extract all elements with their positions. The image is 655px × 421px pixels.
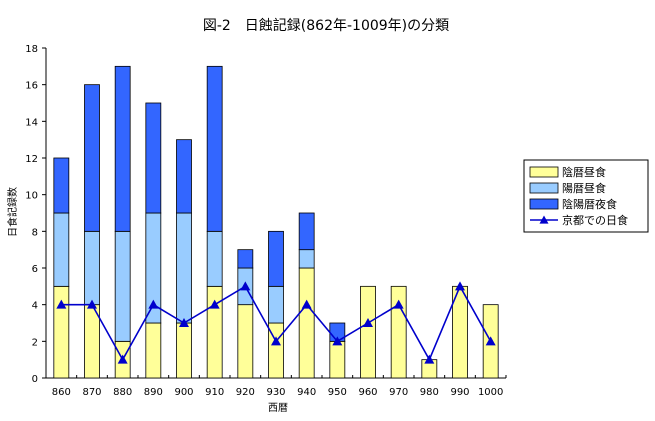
x-tick-label: 880	[113, 387, 132, 398]
legend-label: 陰暦昼食	[562, 165, 606, 179]
bar-segment	[176, 139, 192, 214]
y-tick-label: 12	[25, 154, 38, 165]
x-tick-label: 900	[174, 387, 193, 398]
x-tick-label: 990	[450, 387, 469, 398]
bar-segment	[114, 230, 131, 342]
legend-label: 京都での日食	[562, 213, 628, 227]
bar-segment	[84, 230, 100, 306]
line-point	[424, 354, 435, 364]
legend-swatch	[529, 166, 559, 178]
legend-label: 陽暦昼食	[562, 181, 606, 195]
bar-segment	[390, 285, 407, 379]
y-tick-label: 14	[25, 117, 38, 128]
line-point	[301, 299, 312, 309]
legend-swatch	[529, 182, 559, 194]
x-tick-label: 860	[52, 387, 71, 398]
line-point	[363, 318, 373, 327]
bar-segment	[268, 285, 284, 324]
y-tick-label: 0	[32, 374, 38, 385]
x-tick-label: 970	[389, 387, 408, 398]
line-point	[209, 299, 220, 309]
legend-marker	[539, 215, 549, 224]
x-tick-label: 950	[328, 387, 347, 398]
y-tick-label: 2	[32, 337, 38, 348]
bar-segment	[237, 304, 254, 379]
plot-area: 0 2 4 6 8 10 12 14 16 18 860 870 880 890 900 910 920 930 9…	[25, 44, 507, 398]
line-point	[393, 299, 404, 309]
bar-segment	[114, 65, 131, 232]
x-tick-label: 930	[266, 387, 285, 398]
bar-segment	[84, 84, 100, 232]
legend-swatch	[529, 198, 559, 210]
chart-title: 図-2 日蝕記録(862年-1009年)の分類	[203, 17, 449, 34]
x-axis-label: 西暦	[268, 402, 288, 414]
bar-segment	[298, 212, 315, 251]
x-tick-label: 910	[205, 387, 224, 398]
x-tick-label: 960	[358, 387, 377, 398]
bar-segment	[53, 157, 70, 214]
bar-segment	[206, 230, 223, 287]
legend-label: 陰陽暦夜食	[562, 197, 617, 211]
x-tick-label: 940	[297, 387, 316, 398]
line-point	[179, 318, 189, 327]
bar-segment	[237, 249, 254, 269]
y-tick-label: 16	[25, 81, 38, 92]
line-point	[455, 281, 465, 291]
x-tick-label: 1000	[478, 387, 503, 398]
y-tick-label: 18	[25, 44, 38, 55]
line-point	[240, 281, 251, 291]
line-point	[271, 336, 281, 346]
bar-segment	[176, 212, 192, 324]
y-tick-label: 10	[25, 191, 38, 202]
line-point	[485, 336, 496, 346]
bar-segment	[268, 230, 284, 287]
y-tick-label: 8	[32, 227, 38, 238]
y-axis-label: 日食記録数	[6, 187, 19, 237]
y-tick-label: 6	[32, 264, 38, 275]
x-tick-label: 980	[420, 387, 439, 398]
bar-segment	[145, 102, 162, 214]
x-tick-label: 920	[236, 387, 255, 398]
line-point	[117, 354, 128, 364]
line-point	[332, 336, 343, 346]
bar-segment	[360, 285, 376, 379]
bar-segment	[53, 212, 70, 287]
bar-segment	[176, 322, 192, 379]
bar-segment	[206, 65, 223, 232]
line-point	[148, 299, 159, 309]
x-tick-label: 870	[82, 387, 101, 398]
line-point	[56, 299, 67, 309]
x-tick-label: 890	[144, 387, 163, 398]
bar-segment	[145, 322, 162, 379]
y-tick-label: 4	[32, 301, 38, 312]
line-point	[87, 299, 97, 309]
bar-segment	[298, 267, 315, 379]
bar-segment	[298, 249, 315, 269]
bar-segment	[329, 340, 346, 379]
